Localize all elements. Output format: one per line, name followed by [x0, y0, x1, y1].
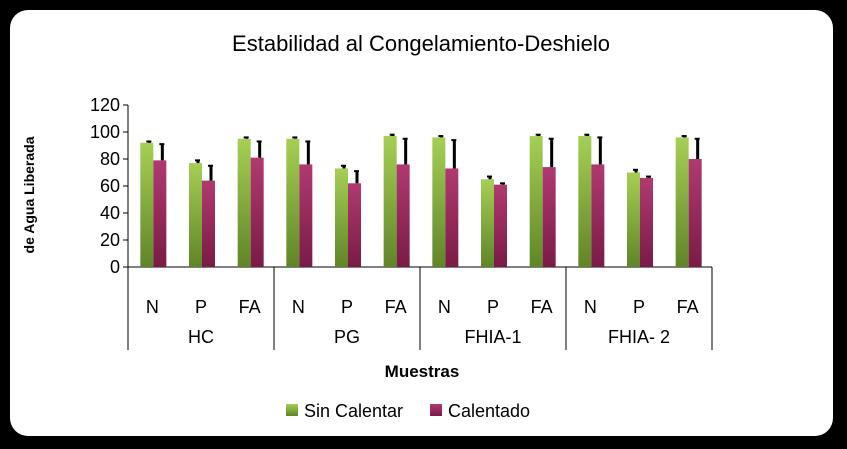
bar-sin-calentar	[675, 137, 689, 267]
bar-sin-calentar	[481, 179, 494, 267]
bar-calentado	[542, 167, 556, 267]
chart-title: Estabilidad al Congelamiento-Deshielo	[232, 31, 610, 56]
axes	[127, 105, 712, 268]
bar-sin-calentar	[237, 138, 251, 267]
x-group-label: HC	[188, 327, 214, 347]
bar-calentado	[688, 159, 702, 267]
bar-sin-calentar	[189, 163, 202, 267]
bar-sin-calentar	[432, 137, 446, 267]
x-category-label: FA	[385, 297, 407, 317]
bar-sin-calentar	[286, 138, 300, 267]
legend-swatch	[430, 404, 442, 416]
x-group-label: FHIA-1	[464, 327, 521, 347]
legend-label: Sin Calentar	[304, 401, 403, 421]
x-category-label: P	[195, 297, 207, 317]
legend-label: Calentado	[448, 401, 530, 421]
bar-calentado	[445, 168, 459, 267]
y-ticks: 0 20 40 60 80 100 120	[90, 95, 128, 277]
x-category-label: N	[146, 297, 159, 317]
x-category-label: N	[438, 297, 451, 317]
bar-sin-calentar	[140, 142, 154, 267]
y-tick-label: 20	[100, 230, 120, 250]
bar-calentado	[396, 164, 410, 267]
y-tick-label: 40	[100, 203, 120, 223]
x-category-label: P	[341, 297, 353, 317]
bar-sin-calentar	[578, 136, 592, 267]
x-category-label: P	[633, 297, 645, 317]
y-tick-label: 80	[100, 149, 120, 169]
y-tick-label: 120	[90, 95, 120, 115]
x-axis-label: Muestras	[385, 362, 460, 381]
bar-calentado	[494, 184, 507, 267]
y-tick-label: 0	[110, 257, 120, 277]
x-group-label: FHIA- 2	[608, 327, 670, 347]
x-category-label: N	[292, 297, 305, 317]
x-category-label: FA	[677, 297, 699, 317]
x-category-label: N	[584, 297, 597, 317]
y-axis-label: de Agua Liberada	[21, 136, 37, 253]
x-category-label: FA	[531, 297, 553, 317]
y-tick-label: 100	[90, 122, 120, 142]
bar-calentado	[153, 160, 167, 267]
bar-calentado	[640, 177, 653, 267]
bar-sin-calentar	[335, 168, 348, 267]
bars	[140, 133, 702, 267]
legend-swatch	[286, 404, 298, 416]
x-category-label: P	[487, 297, 499, 317]
bar-chart: Estabilidad al Congelamiento-Deshielo de…	[21, 31, 713, 421]
bar-calentado	[348, 183, 361, 267]
bar-calentado	[202, 180, 215, 267]
x-category-label: FA	[239, 297, 261, 317]
bar-sin-calentar	[383, 136, 397, 267]
bar-calentado	[299, 164, 313, 267]
bar-calentado	[591, 164, 605, 267]
chart-frame: Estabilidad al Congelamiento-Deshielo de…	[10, 10, 833, 436]
x-categories: N P FA HC N P FA PG N P FA FHIA-1 N P FA FHIA- 2	[127, 267, 713, 350]
bar-calentado	[250, 157, 264, 267]
bar-sin-calentar	[627, 172, 640, 267]
x-group-label: PG	[334, 327, 360, 347]
legend: Sin Calentar Calentado	[286, 401, 530, 421]
bar-sin-calentar	[529, 136, 543, 267]
y-tick-label: 60	[100, 176, 120, 196]
